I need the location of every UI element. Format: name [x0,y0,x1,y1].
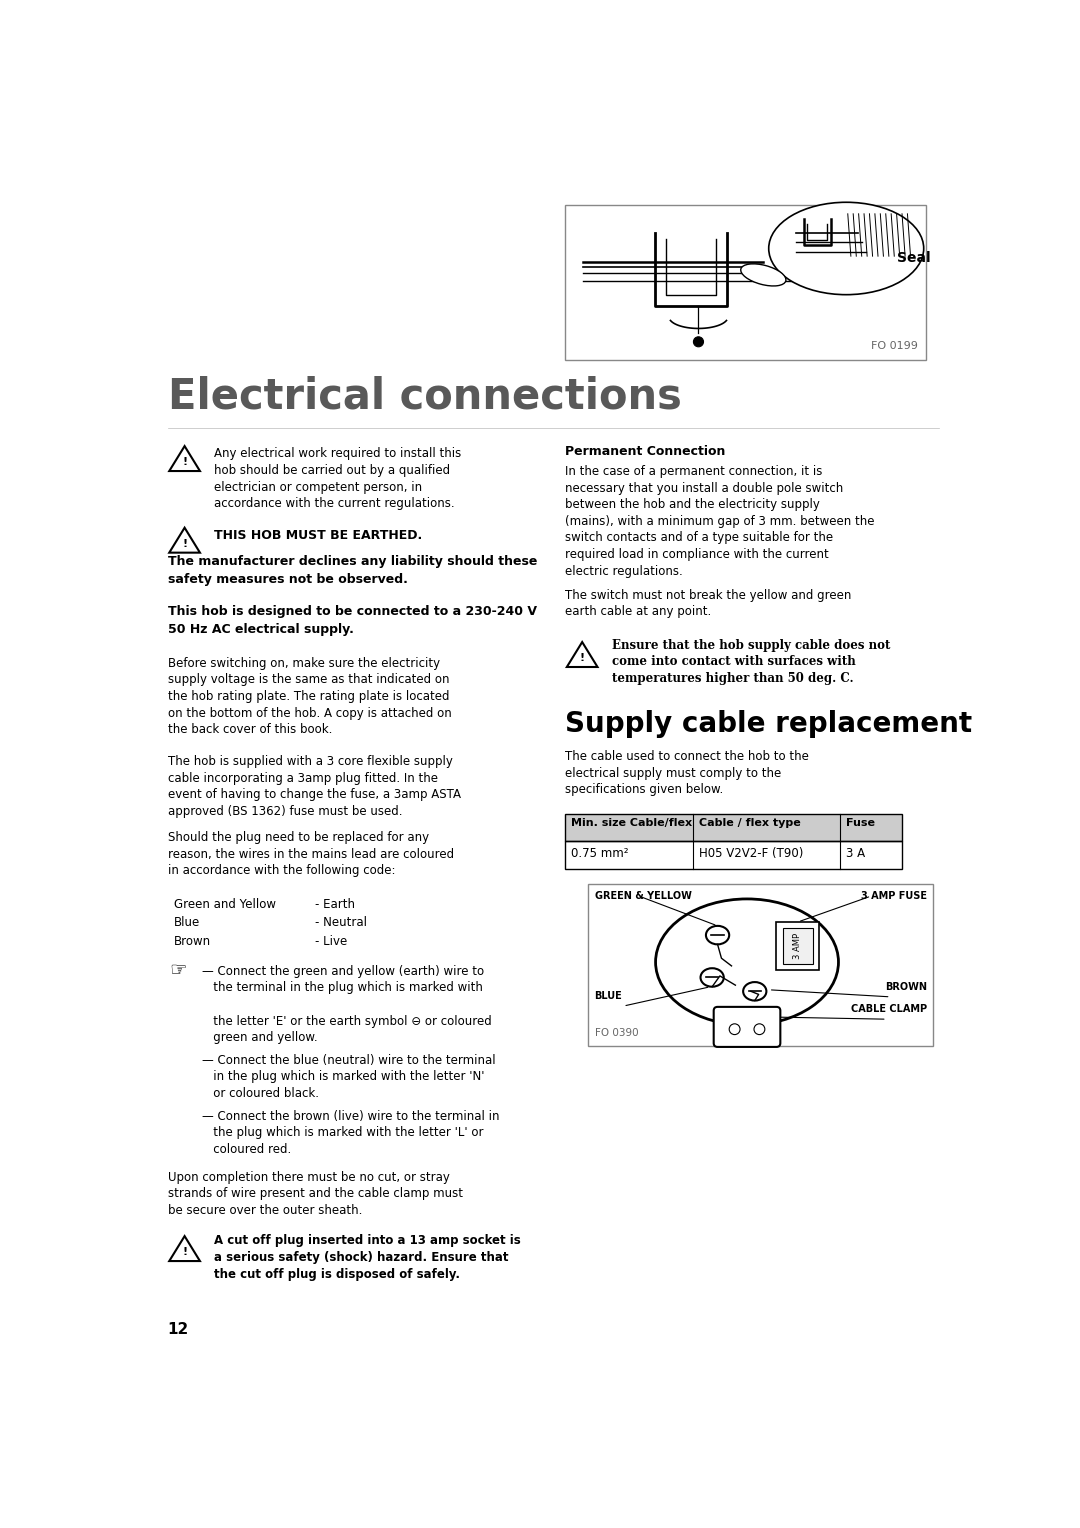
Text: — Connect the brown (live) wire to the terminal in: — Connect the brown (live) wire to the t… [202,1109,500,1123]
Text: Ensure that the hob supply cable does not: Ensure that the hob supply cable does no… [611,639,890,652]
Text: the hob rating plate. The rating plate is located: the hob rating plate. The rating plate i… [167,691,449,703]
Text: the cut off plug is disposed of safely.: the cut off plug is disposed of safely. [214,1268,460,1280]
Text: !: ! [183,457,187,468]
Text: ☞: ☞ [170,961,187,979]
Text: reason, the wires in the mains lead are coloured: reason, the wires in the mains lead are … [167,848,454,860]
Text: FO 0199: FO 0199 [870,341,918,351]
Text: specifications given below.: specifications given below. [565,784,724,796]
Text: H05 V2V2-F (T90): H05 V2V2-F (T90) [699,847,804,860]
Text: come into contact with surfaces with: come into contact with surfaces with [611,656,855,668]
Bar [565,813,902,842]
Text: Before switching on, make sure the electricity: Before switching on, make sure the elect… [167,657,440,669]
Text: in accordance with the following code:: in accordance with the following code: [167,865,395,877]
Text: Seal: Seal [896,251,930,264]
Text: A cut off plug inserted into a 13 amp socket is: A cut off plug inserted into a 13 amp so… [214,1235,521,1247]
Text: Electrical connections: Electrical connections [167,376,681,417]
Circle shape [693,336,703,347]
Text: cable incorporating a 3amp plug fitted. In the: cable incorporating a 3amp plug fitted. … [167,772,437,785]
Text: electrical supply must comply to the: electrical supply must comply to the [565,767,781,779]
Text: temperatures higher than 50 deg. C.: temperatures higher than 50 deg. C. [611,672,853,685]
Text: THIS HOB MUST BE EARTHED.: THIS HOB MUST BE EARTHED. [214,529,422,542]
Text: BLUE: BLUE [595,992,622,1001]
Text: (mains), with a minimum gap of 3 mm. between the: (mains), with a minimum gap of 3 mm. bet… [565,515,875,527]
Ellipse shape [701,969,724,987]
Text: on the bottom of the hob. A copy is attached on: on the bottom of the hob. A copy is atta… [167,706,451,720]
Ellipse shape [769,202,923,295]
Text: the back cover of this book.: the back cover of this book. [167,723,332,736]
Text: CABLE CLAMP: CABLE CLAMP [851,1004,927,1013]
Text: Permanent Connection: Permanent Connection [565,445,726,458]
Text: the plug which is marked with the letter 'L' or: the plug which is marked with the letter… [202,1126,484,1140]
Text: - Live: - Live [314,935,347,947]
Text: - Earth: - Earth [314,898,355,911]
Text: 3 AMP: 3 AMP [794,932,802,960]
Text: Green and Yellow: Green and Yellow [174,898,275,911]
Bar [783,927,813,964]
Text: required load in compliance with the current: required load in compliance with the cur… [565,549,828,561]
Text: necessary that you install a double pole switch: necessary that you install a double pole… [565,481,843,495]
Text: The hob is supplied with a 3 core flexible supply: The hob is supplied with a 3 core flexib… [167,755,453,769]
Text: supply voltage is the same as that indicated on: supply voltage is the same as that indic… [167,674,449,686]
Text: electrician or competent person, in: electrician or competent person, in [214,481,422,494]
Text: Supply cable replacement: Supply cable replacement [565,711,972,738]
Text: switch contacts and of a type suitable for the: switch contacts and of a type suitable f… [565,532,834,544]
Text: The switch must not break the yellow and green: The switch must not break the yellow and… [565,588,851,602]
Text: The cable used to connect the hob to the: The cable used to connect the hob to the [565,750,809,762]
Text: The manufacturer declines any liability should these: The manufacturer declines any liability … [167,555,537,568]
Text: 3 AMP FUSE: 3 AMP FUSE [861,891,927,900]
Text: Upon completion there must be no cut, or stray: Upon completion there must be no cut, or… [167,1170,449,1184]
Text: the terminal in the plug which is marked with: the terminal in the plug which is marked… [202,981,484,995]
Text: GREEN & YELLOW: GREEN & YELLOW [595,891,691,900]
Text: strands of wire present and the cable clamp must: strands of wire present and the cable cl… [167,1187,462,1201]
Text: in the plug which is marked with the letter 'N': in the plug which is marked with the let… [202,1071,485,1083]
Text: the letter 'E' or the earth symbol ⊖ or coloured: the letter 'E' or the earth symbol ⊖ or … [202,1015,492,1027]
Text: BROWN: BROWN [885,983,927,992]
Text: between the hob and the electricity supply: between the hob and the electricity supp… [565,498,820,512]
Text: Fuse: Fuse [847,817,876,828]
Text: Brown: Brown [174,935,211,947]
Bar [565,813,902,842]
Text: Blue: Blue [174,917,200,929]
Text: This hob is designed to be connected to a 230-240 V: This hob is designed to be connected to … [167,605,537,619]
Text: event of having to change the fuse, a 3amp ASTA: event of having to change the fuse, a 3a… [167,788,460,801]
Ellipse shape [656,898,838,1025]
Text: earth cable at any point.: earth cable at any point. [565,605,712,619]
Text: hob should be carried out by a qualified: hob should be carried out by a qualified [214,465,450,477]
Text: approved (BS 1362) fuse must be used.: approved (BS 1362) fuse must be used. [167,805,402,817]
Text: — Connect the blue (neutral) wire to the terminal: — Connect the blue (neutral) wire to the… [202,1054,496,1067]
Text: !: ! [580,652,584,663]
Text: In the case of a permanent connection, it is: In the case of a permanent connection, i… [565,465,823,478]
Text: !: ! [183,1247,187,1258]
Text: Should the plug need to be replaced for any: Should the plug need to be replaced for … [167,831,429,845]
Text: Min. size Cable/flex: Min. size Cable/flex [571,817,692,828]
Ellipse shape [741,264,786,286]
Text: 0.75 mm²: 0.75 mm² [571,847,629,860]
Text: electric regulations.: electric regulations. [565,564,683,578]
Text: accordance with the current regulations.: accordance with the current regulations. [214,497,455,510]
Bar [565,205,926,361]
Bar [565,842,902,869]
Text: or coloured black.: or coloured black. [202,1086,320,1100]
Text: 3 A: 3 A [847,847,865,860]
Text: Cable / flex type: Cable / flex type [699,817,801,828]
Bar [777,921,819,970]
Text: — Connect the green and yellow (earth) wire to: — Connect the green and yellow (earth) w… [202,964,485,978]
Bar [589,885,933,1047]
Ellipse shape [743,983,767,1001]
Text: Any electrical work required to install this: Any electrical work required to install … [214,448,461,460]
Text: - Neutral: - Neutral [314,917,367,929]
Text: green and yellow.: green and yellow. [202,1031,318,1044]
Text: coloured red.: coloured red. [202,1143,292,1155]
Text: 50 Hz AC electrical supply.: 50 Hz AC electrical supply. [167,622,353,636]
FancyBboxPatch shape [714,1007,781,1047]
Text: FO 0390: FO 0390 [595,1028,638,1039]
Text: !: ! [183,539,187,549]
Text: 12: 12 [167,1322,189,1337]
Text: be secure over the outer sheath.: be secure over the outer sheath. [167,1204,362,1216]
Text: a serious safety (shock) hazard. Ensure that: a serious safety (shock) hazard. Ensure … [214,1251,509,1264]
Text: safety measures not be observed.: safety measures not be observed. [167,573,407,585]
Ellipse shape [706,926,729,944]
